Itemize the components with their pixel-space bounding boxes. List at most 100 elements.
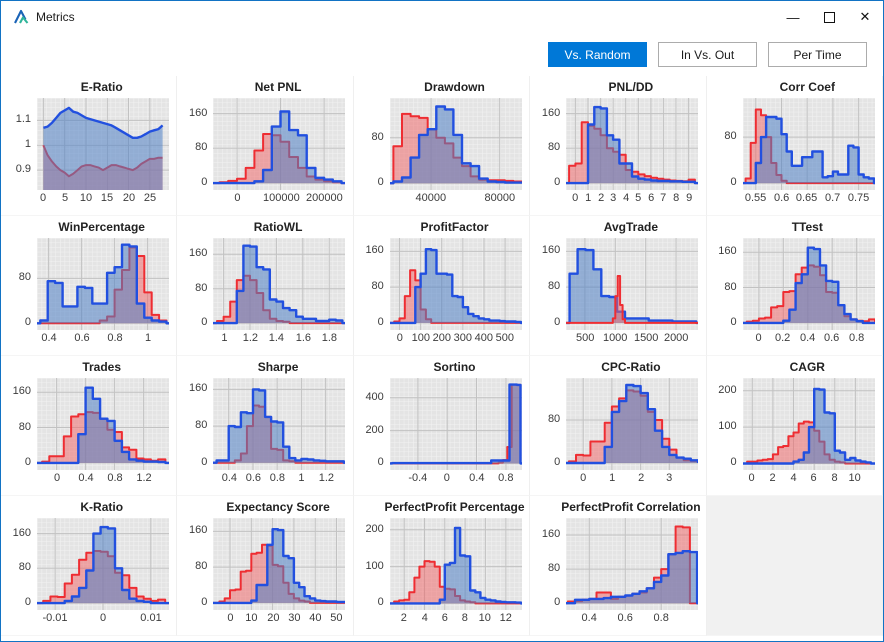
chart-plot	[742, 378, 875, 470]
y-tick-label: 0	[377, 316, 384, 328]
x-tick-label: 0.8	[653, 612, 669, 624]
x-tick-label: 500	[576, 332, 595, 344]
x-tick-label: 1	[221, 332, 228, 344]
tab-vs-random[interactable]: Vs. Random	[548, 42, 647, 67]
chart-ttest: TTest 0 80 160 0 0.2 0.4 0.6 0.8	[706, 216, 883, 356]
title-bar: Metrics — ✕	[1, 1, 883, 33]
x-tick-label: 10	[848, 472, 861, 484]
y-axis-labels: 0 80 160	[177, 518, 213, 610]
y-tick-label: 80	[371, 280, 384, 292]
y-axis-labels: 0 80 160	[177, 378, 213, 470]
x-axis-labels: 0 1 2 3	[566, 472, 705, 490]
series-blue	[566, 383, 700, 465]
x-tick-label: 0.6	[823, 332, 840, 344]
x-tick-label: 200000	[306, 192, 343, 204]
x-tick-label: 0.7	[824, 192, 841, 204]
y-tick-label: 80	[724, 130, 737, 142]
x-tick-label: 2	[598, 192, 605, 204]
x-tick-label: 10	[478, 612, 491, 624]
y-tick-label: 80	[547, 562, 561, 574]
chart-plot	[566, 98, 699, 190]
x-tick-label: 1.8	[321, 332, 338, 344]
chart-perfectprofit-correlation: PerfectProfit Correlation 0 80 160 0.4 0.6 0.8	[530, 496, 707, 636]
x-tick-label: 1.6	[295, 332, 312, 344]
chart-drawdown: Drawdown 0 80 40000 80000	[353, 76, 531, 216]
x-tick-label: 200	[432, 332, 451, 344]
x-tick-label: 5	[61, 192, 69, 204]
chart-corr-coef: Corr Coef 0 80 0.55 0.6 0.65 0.7 0.75	[706, 76, 883, 216]
maximize-button[interactable]	[811, 1, 847, 33]
x-tick-label: 0	[39, 192, 47, 204]
y-tick-label: 80	[195, 560, 208, 572]
chart-title: PerfectProfit Correlation	[561, 500, 701, 514]
close-button[interactable]: ✕	[859, 9, 871, 24]
chart-sortino: Sortino 0 200 400 -0.4 0 0.4 0.8	[353, 356, 531, 496]
y-tick-label: 80	[195, 282, 208, 294]
x-tick-label: 1.2	[136, 472, 152, 484]
tab-per-time[interactable]: Per Time	[768, 42, 867, 67]
chart-winpercentage: WinPercentage 0 80 0.4 0.6 0.8 1	[1, 216, 178, 356]
x-tick-label: 3	[666, 472, 673, 484]
x-tick-label: 50	[330, 612, 343, 624]
x-axis-labels: 0.4 0.6 0.8	[566, 612, 705, 630]
x-tick-label: 6	[648, 192, 655, 204]
y-tick-label: 0	[554, 596, 561, 608]
chart-title: Corr Coef	[779, 80, 835, 94]
x-tick-label: 25	[143, 192, 157, 204]
x-tick-label: 0.4	[581, 612, 597, 624]
tab-in-vs-out[interactable]: In Vs. Out	[658, 42, 757, 67]
y-axis-labels: 0 80 160	[530, 518, 566, 610]
y-tick-label: 160	[189, 524, 208, 536]
x-tick-label: 8	[831, 472, 838, 484]
x-tick-label: 2	[400, 612, 407, 624]
x-tick-label: 15	[100, 192, 114, 204]
y-tick-label: 0	[201, 456, 208, 468]
series-blue	[389, 383, 522, 465]
series-blue	[389, 248, 522, 325]
y-axis-labels: 0 80	[530, 378, 566, 470]
x-tick-label: 0	[53, 472, 61, 484]
chart-plot	[213, 378, 346, 470]
chart-plot	[566, 238, 699, 330]
chart-title: Sortino	[433, 360, 476, 374]
x-tick-label: 30	[288, 612, 301, 624]
x-tick-label: 0.55	[744, 192, 767, 204]
chart-plot	[742, 98, 875, 190]
x-axis-labels: 0.55 0.6 0.65 0.7 0.75	[743, 192, 882, 210]
y-tick-label: 160	[541, 244, 561, 256]
chart-net-pnl: Net PNL 0 80 160 0 100000 200000	[177, 76, 354, 216]
x-tick-label: 4	[790, 472, 797, 484]
x-tick-label: 1	[144, 332, 152, 344]
x-tick-label: 2000	[663, 332, 689, 344]
x-tick-label: 400	[474, 332, 493, 344]
y-axis-labels: 0 200 400	[354, 378, 390, 470]
series-blue	[213, 110, 346, 185]
x-tick-label: 0.4	[469, 472, 485, 484]
series-blue	[566, 550, 699, 605]
x-tick-label: 0	[572, 192, 579, 204]
x-tick-label: 0.8	[498, 472, 514, 484]
x-tick-label: 0	[99, 612, 107, 624]
y-tick-label: 0	[24, 456, 31, 468]
x-tick-label: 0.6	[773, 192, 790, 204]
series-blue	[213, 528, 349, 605]
x-tick-label: 4	[421, 612, 428, 624]
x-tick-label: 1	[298, 472, 305, 484]
minimize-button[interactable]: —	[786, 9, 800, 25]
chart-cagr: CAGR 0 100 200 0 2 4 6 8 10	[706, 356, 883, 496]
x-tick-label: 100000	[263, 192, 300, 204]
series-blue	[566, 105, 699, 185]
series-blue	[742, 246, 875, 325]
x-axis-labels: -0.01 0 0.01	[37, 612, 176, 630]
x-tick-label: 1.4	[268, 332, 285, 344]
window-title: Metrics	[36, 10, 75, 24]
chart-title: PNL/DD	[608, 80, 654, 94]
x-tick-label: 80000	[484, 192, 516, 204]
y-tick-label: 0	[377, 456, 384, 468]
x-axis-labels: 0 0.2 0.4 0.6 0.8	[743, 332, 882, 350]
x-tick-label: 0.75	[847, 192, 870, 204]
series-blue	[389, 526, 522, 605]
x-tick-label: 0.8	[848, 332, 865, 344]
